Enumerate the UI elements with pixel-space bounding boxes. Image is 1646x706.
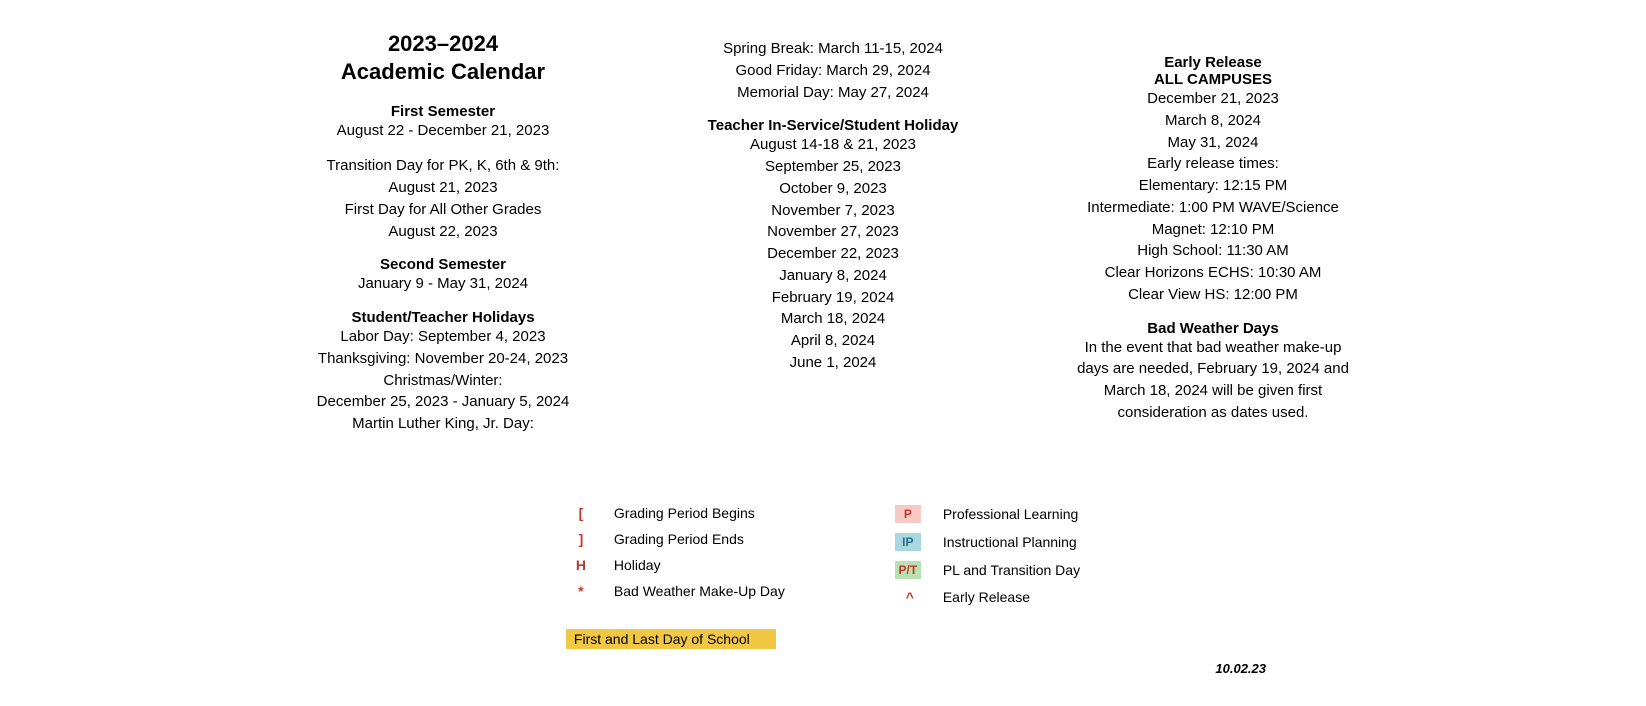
bad-weather-head: Bad Weather Days bbox=[1043, 320, 1383, 337]
er-6: Intermediate: 1:00 PM WAVE/Science bbox=[1043, 197, 1383, 219]
holiday-5: Martin Luther King, Jr. Day: bbox=[263, 413, 623, 435]
holiday-4: December 25, 2023 - January 5, 2024 bbox=[263, 391, 623, 413]
column-2: Spring Break: March 11-15, 2024 Good Fri… bbox=[663, 30, 1003, 435]
legend-label: Professional Learning bbox=[943, 506, 1078, 522]
inservice-8: February 19, 2024 bbox=[663, 287, 1003, 309]
inservice-5: November 27, 2023 bbox=[663, 221, 1003, 243]
legend-row: IP Instructional Planning bbox=[895, 533, 1080, 551]
column-3: Early Release ALL CAMPUSES December 21, … bbox=[1043, 30, 1383, 435]
legend-label: Grading Period Begins bbox=[614, 505, 755, 521]
firstday-line1: First Day for All Other Grades bbox=[263, 199, 623, 221]
er-4: Early release times: bbox=[1043, 153, 1383, 175]
legend-area: [ Grading Period Begins ] Grading Period… bbox=[40, 505, 1606, 649]
bw-1: In the event that bad weather make-up bbox=[1043, 337, 1383, 359]
p-box-icon: P bbox=[895, 505, 921, 523]
legend-label: Grading Period Ends bbox=[614, 531, 744, 547]
second-semester-dates: January 9 - May 31, 2024 bbox=[263, 273, 623, 295]
bracket-close-icon: ] bbox=[566, 531, 596, 547]
inservice-9: March 18, 2024 bbox=[663, 308, 1003, 330]
title-sub: Academic Calendar bbox=[263, 59, 623, 85]
er-3: May 31, 2024 bbox=[1043, 132, 1383, 154]
ip-box-icon: IP bbox=[895, 533, 921, 551]
c2-line1: Spring Break: March 11-15, 2024 bbox=[663, 38, 1003, 60]
inservice-10: April 8, 2024 bbox=[663, 330, 1003, 352]
c2-line3: Memorial Day: May 27, 2024 bbox=[663, 82, 1003, 104]
holidays-head: Student/Teacher Holidays bbox=[263, 309, 623, 326]
legend-row: P/T PL and Transition Day bbox=[895, 561, 1080, 579]
legend-label: Holiday bbox=[614, 557, 661, 573]
bw-3: March 18, 2024 will be given first bbox=[1043, 380, 1383, 402]
legend-row: ] Grading Period Ends bbox=[566, 531, 785, 547]
er-10: Clear View HS: 12:00 PM bbox=[1043, 284, 1383, 306]
legend-label: Instructional Planning bbox=[943, 534, 1077, 550]
second-semester-head: Second Semester bbox=[263, 256, 623, 273]
bw-4: consideration as dates used. bbox=[1043, 402, 1383, 424]
holiday-3: Christmas/Winter: bbox=[263, 370, 623, 392]
holiday-1: Labor Day: September 4, 2023 bbox=[263, 326, 623, 348]
firstday-line2: August 22, 2023 bbox=[263, 221, 623, 243]
er-2: March 8, 2024 bbox=[1043, 110, 1383, 132]
er-8: High School: 11:30 AM bbox=[1043, 240, 1383, 262]
column-1: 2023–2024 Academic Calendar First Semest… bbox=[263, 30, 623, 435]
legend-row: * Bad Weather Make-Up Day bbox=[566, 583, 785, 599]
er-5: Elementary: 12:15 PM bbox=[1043, 175, 1383, 197]
early-release-head1: Early Release bbox=[1043, 54, 1383, 71]
legend-label: Early Release bbox=[943, 589, 1030, 605]
er-7: Magnet: 12:10 PM bbox=[1043, 219, 1383, 241]
inservice-11: June 1, 2024 bbox=[663, 352, 1003, 374]
inservice-head: Teacher In-Service/Student Holiday bbox=[663, 117, 1003, 134]
first-last-day-badge: First and Last Day of School bbox=[566, 629, 776, 649]
legend-label: Bad Weather Make-Up Day bbox=[614, 583, 785, 599]
footer-date: 10.02.23 bbox=[40, 661, 1606, 676]
legend-row: ^ Early Release bbox=[895, 589, 1080, 605]
pt-box-icon: P/T bbox=[895, 561, 921, 579]
legend-right: P Professional Learning IP Instructional… bbox=[895, 505, 1080, 649]
holiday-2: Thanksgiving: November 20-24, 2023 bbox=[263, 348, 623, 370]
er-9: Clear Horizons ECHS: 10:30 AM bbox=[1043, 262, 1383, 284]
bw-2: days are needed, February 19, 2024 and bbox=[1043, 358, 1383, 380]
title-year: 2023–2024 bbox=[263, 30, 623, 59]
er-1: December 21, 2023 bbox=[1043, 88, 1383, 110]
transition-line2: August 21, 2023 bbox=[263, 177, 623, 199]
first-semester-dates: August 22 - December 21, 2023 bbox=[263, 120, 623, 142]
c2-line2: Good Friday: March 29, 2024 bbox=[663, 60, 1003, 82]
inservice-6: December 22, 2023 bbox=[663, 243, 1003, 265]
caret-icon: ^ bbox=[895, 589, 925, 605]
bracket-open-icon: [ bbox=[566, 505, 596, 521]
inservice-4: November 7, 2023 bbox=[663, 200, 1003, 222]
calendar-columns: 2023–2024 Academic Calendar First Semest… bbox=[40, 30, 1606, 435]
legend-left: [ Grading Period Begins ] Grading Period… bbox=[566, 505, 785, 649]
legend-row: P Professional Learning bbox=[895, 505, 1080, 523]
first-semester-head: First Semester bbox=[263, 103, 623, 120]
legend-row: [ Grading Period Begins bbox=[566, 505, 785, 521]
inservice-1: August 14-18 & 21, 2023 bbox=[663, 134, 1003, 156]
legend-label: PL and Transition Day bbox=[943, 562, 1080, 578]
asterisk-icon: * bbox=[566, 583, 596, 599]
early-release-head2: ALL CAMPUSES bbox=[1043, 71, 1383, 88]
legend-row: H Holiday bbox=[566, 557, 785, 573]
inservice-3: October 9, 2023 bbox=[663, 178, 1003, 200]
inservice-2: September 25, 2023 bbox=[663, 156, 1003, 178]
inservice-7: January 8, 2024 bbox=[663, 265, 1003, 287]
transition-line1: Transition Day for PK, K, 6th & 9th: bbox=[263, 155, 623, 177]
holiday-icon: H bbox=[566, 557, 596, 573]
